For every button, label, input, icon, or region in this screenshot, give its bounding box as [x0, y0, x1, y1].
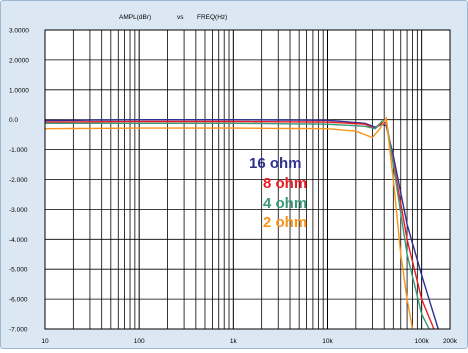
y-tick-label: 1.0000	[9, 87, 29, 94]
x-tick-label: 100	[134, 338, 145, 345]
title-vs: vs	[177, 14, 184, 21]
y-tick-label: 0.0	[9, 117, 18, 124]
x-tick-label: 1k	[230, 338, 238, 345]
plot-border	[44, 29, 451, 330]
series-line-2-ohm	[44, 116, 414, 330]
title-x-quantity: FREQ(Hz)	[197, 14, 227, 21]
y-tick-label: -5.000	[9, 267, 28, 274]
y-tick-label: 3.0000	[9, 28, 29, 35]
legend-entry: 2 ohm	[263, 214, 307, 231]
y-tick-label: -2.000	[9, 177, 28, 184]
legend-entry: 16 ohm	[249, 155, 302, 172]
y-tick-label: -3.000	[9, 207, 28, 214]
x-tick-label: 200k	[443, 338, 458, 345]
x-tick-label: 10k	[322, 338, 333, 345]
y-tick-label: 2.0000	[9, 57, 29, 64]
y-tick-label: -4.000	[9, 237, 28, 244]
y-tick-label: -1.000	[9, 147, 28, 154]
amplitude-frequency-chart: 3.0000 2.0000 1.0000 0.0 -1.000 -2.000 -3.000 -…	[9, 14, 458, 345]
legend-entry: 4 ohm	[263, 195, 307, 212]
x-tick-label: 100k	[415, 338, 430, 345]
legend-entry: 8 ohm	[263, 175, 307, 192]
x-tick-label: 10	[41, 338, 49, 345]
series-line-4-ohm	[45, 118, 430, 330]
y-tick-label: -6.000	[9, 297, 28, 304]
title-y-quantity: AMPL(dBr)	[119, 14, 151, 21]
y-tick-label: -7.000	[9, 327, 28, 334]
